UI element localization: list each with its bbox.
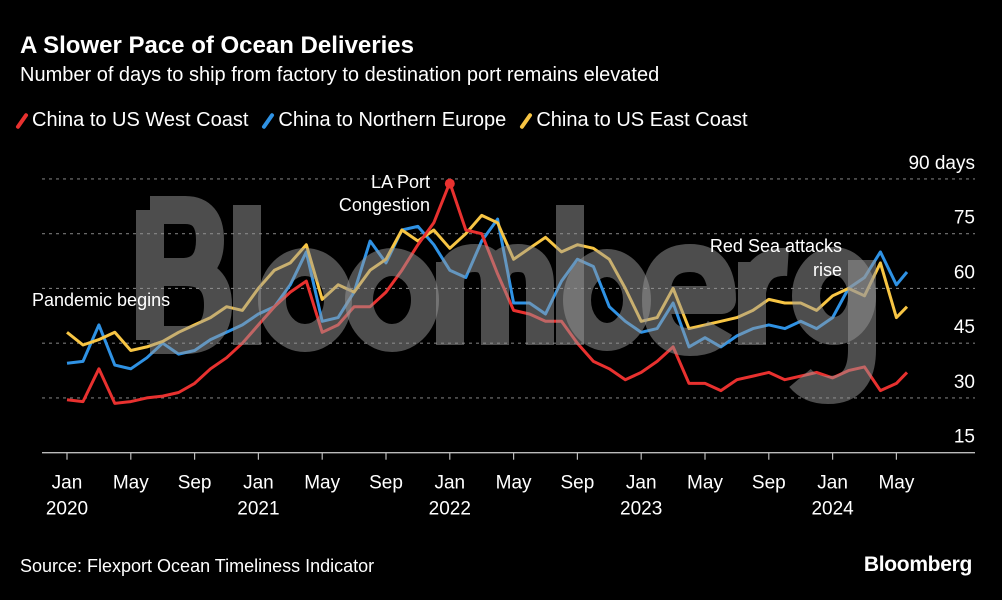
legend-item-us-east-coast: China to US East Coast xyxy=(519,109,748,132)
y-tick-label: 90 days xyxy=(908,153,975,174)
x-tick-label: May xyxy=(687,473,723,494)
annotation-pandemic: Pandemic begins xyxy=(32,290,170,310)
watermark-glyph xyxy=(563,249,651,351)
x-tick-label: Jan xyxy=(434,473,465,494)
y-tick-label: 60 xyxy=(954,262,975,283)
x-tick-year-label: 2024 xyxy=(811,499,854,520)
chart-title: A Slower Pace of Ocean Deliveries xyxy=(20,32,414,59)
y-tick-label: 30 xyxy=(954,372,975,393)
x-tick-label: Sep xyxy=(752,473,786,494)
annotation-la-port: LA Port xyxy=(371,172,430,192)
watermark-glyph xyxy=(642,244,736,356)
x-tick-year-label: 2020 xyxy=(46,499,88,520)
source-note: Source: Flexport Ocean Timeliness Indica… xyxy=(20,556,375,576)
la-port-peak-marker xyxy=(444,178,455,189)
x-tick-label: Sep xyxy=(369,473,403,494)
x-tick-label: Jan xyxy=(52,473,83,494)
x-tick-label: May xyxy=(878,473,914,494)
chart-subtitle: Number of days to ship from factory to d… xyxy=(20,64,660,86)
x-tick-year-label: 2022 xyxy=(429,499,471,520)
legend-item-northern-europe: China to Northern Europe xyxy=(261,109,507,132)
x-tick-label: Jan xyxy=(243,473,274,494)
y-tick-label: 15 xyxy=(954,427,975,448)
watermark-glyph xyxy=(789,260,876,404)
annotation-red-sea: Red Sea attacks xyxy=(710,236,842,256)
x-tick-label: Jan xyxy=(626,473,657,494)
x-tick-label: May xyxy=(496,473,532,494)
annotations: LA Port Congestion Pandemic begins Red Sea … xyxy=(32,172,842,310)
x-tick-label: May xyxy=(304,473,340,494)
legend-item-us-west-coast: China to US West Coast xyxy=(15,109,249,132)
y-tick-label: 75 xyxy=(954,208,975,229)
bloomberg-logo: Bloomberg xyxy=(863,553,972,576)
legend: China to US West Coast China to Northern… xyxy=(15,109,748,132)
annotation-red-sea: rise xyxy=(813,260,842,280)
x-tick-year-label: 2023 xyxy=(620,499,662,520)
x-axis: Jan 2020 May Sep Jan 2021 May Sep Jan 2022 May Sep J… xyxy=(46,452,915,520)
watermark-glyph xyxy=(738,247,789,345)
x-tick-label: Jan xyxy=(817,473,848,494)
watermark-glyph xyxy=(436,244,554,345)
watermark-logo xyxy=(136,196,876,404)
legend-label: China to Northern Europe xyxy=(278,109,507,131)
watermark-glyph xyxy=(345,248,439,352)
watermark-glyph xyxy=(258,248,352,352)
legend-label: China to US West Coast xyxy=(32,109,249,131)
x-tick-label: Sep xyxy=(178,473,212,494)
x-tick-label: May xyxy=(113,473,149,494)
annotation-la-port: Congestion xyxy=(339,195,430,215)
x-tick-label: Sep xyxy=(560,473,594,494)
y-axis: 90 days 75 60 45 30 15 xyxy=(908,153,975,448)
y-tick-label: 45 xyxy=(954,317,975,338)
legend-label: China to US East Coast xyxy=(536,109,748,131)
x-tick-year-label: 2021 xyxy=(237,499,279,520)
watermark-glyph xyxy=(136,196,232,354)
